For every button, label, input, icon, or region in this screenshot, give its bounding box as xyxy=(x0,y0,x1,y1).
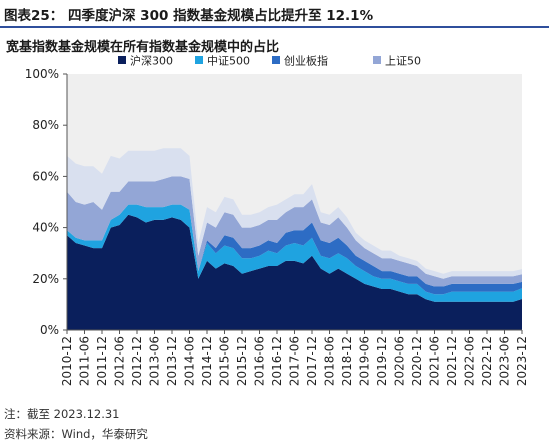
x-tick-label: 2023-06 xyxy=(498,336,512,386)
area-series-5 xyxy=(67,148,522,279)
x-tick-label: 2013-06 xyxy=(148,336,162,386)
x-tick-label: 2016-06 xyxy=(253,336,267,386)
y-tick-label: 100% xyxy=(25,67,59,81)
legend-label: 沪深300 xyxy=(130,54,173,68)
legend-item-4: 上证50 xyxy=(373,55,421,68)
x-tick-label: 2015-12 xyxy=(235,336,249,386)
x-tick-label: 2021-12 xyxy=(445,336,459,386)
x-tick-label: 2018-12 xyxy=(340,336,354,386)
x-tick-label: 2010-12 xyxy=(60,336,74,386)
x-tick-label: 2011-12 xyxy=(95,336,109,386)
legend-swatch xyxy=(195,56,203,64)
legend-swatch xyxy=(373,56,381,64)
legend-item-3: 创业板指 xyxy=(272,54,328,68)
footnote: 注：截至 2023.12.31 xyxy=(4,407,120,421)
y-tick-label: 0% xyxy=(40,323,59,337)
x-tick-label: 2014-06 xyxy=(183,336,197,386)
x-tick-label: 2018-06 xyxy=(323,336,337,386)
x-tick-label: 2012-12 xyxy=(130,336,144,386)
area-series-2 xyxy=(67,204,522,302)
area-series-1 xyxy=(67,214,522,330)
legend-label: 创业板指 xyxy=(284,54,328,68)
x-tick-label: 2019-06 xyxy=(358,336,372,386)
area-series-3 xyxy=(67,204,522,295)
x-tick-label: 2016-12 xyxy=(270,336,284,386)
legend-swatch xyxy=(272,56,280,64)
x-tick-label: 2019-12 xyxy=(375,336,389,386)
x-tick-label: 2012-06 xyxy=(113,336,127,386)
x-tick-label: 2022-12 xyxy=(480,336,494,386)
legend-swatch xyxy=(118,56,126,64)
y-tick-label: 40% xyxy=(32,221,59,235)
x-tick-label: 2022-06 xyxy=(463,336,477,386)
legend-item-1: 沪深300 xyxy=(118,54,173,68)
legend-item-2: 中证500 xyxy=(195,55,250,68)
title-divider xyxy=(0,26,549,28)
x-tick-label: 2021-06 xyxy=(428,336,442,386)
x-tick-label: 2017-12 xyxy=(305,336,319,386)
source-note: 资料来源：Wind，华泰研究 xyxy=(4,427,148,441)
area-series-4 xyxy=(67,176,522,287)
figure-title: 图表25： 四季度沪深 300 指数基金规模占比提升至 12.1% xyxy=(4,8,374,24)
x-tick-label: 2017-06 xyxy=(288,336,302,386)
y-tick-label: 80% xyxy=(32,118,59,132)
x-tick-label: 2014-12 xyxy=(200,336,214,386)
x-tick-label: 2015-06 xyxy=(218,336,232,386)
x-tick-label: 2023-12 xyxy=(515,336,529,386)
chart-title: 宽基指数基金规模在所有指数基金规模中的占比 xyxy=(6,40,280,55)
y-tick-label: 20% xyxy=(32,272,59,286)
x-tick-label: 2020-06 xyxy=(393,336,407,386)
legend-label: 中证500 xyxy=(207,55,250,68)
legend-label: 上证50 xyxy=(385,55,421,68)
x-tick-label: 2011-06 xyxy=(78,336,92,386)
y-tick-label: 60% xyxy=(32,169,59,183)
x-tick-label: 2013-12 xyxy=(165,336,179,386)
x-tick-label: 2020-12 xyxy=(410,336,424,386)
